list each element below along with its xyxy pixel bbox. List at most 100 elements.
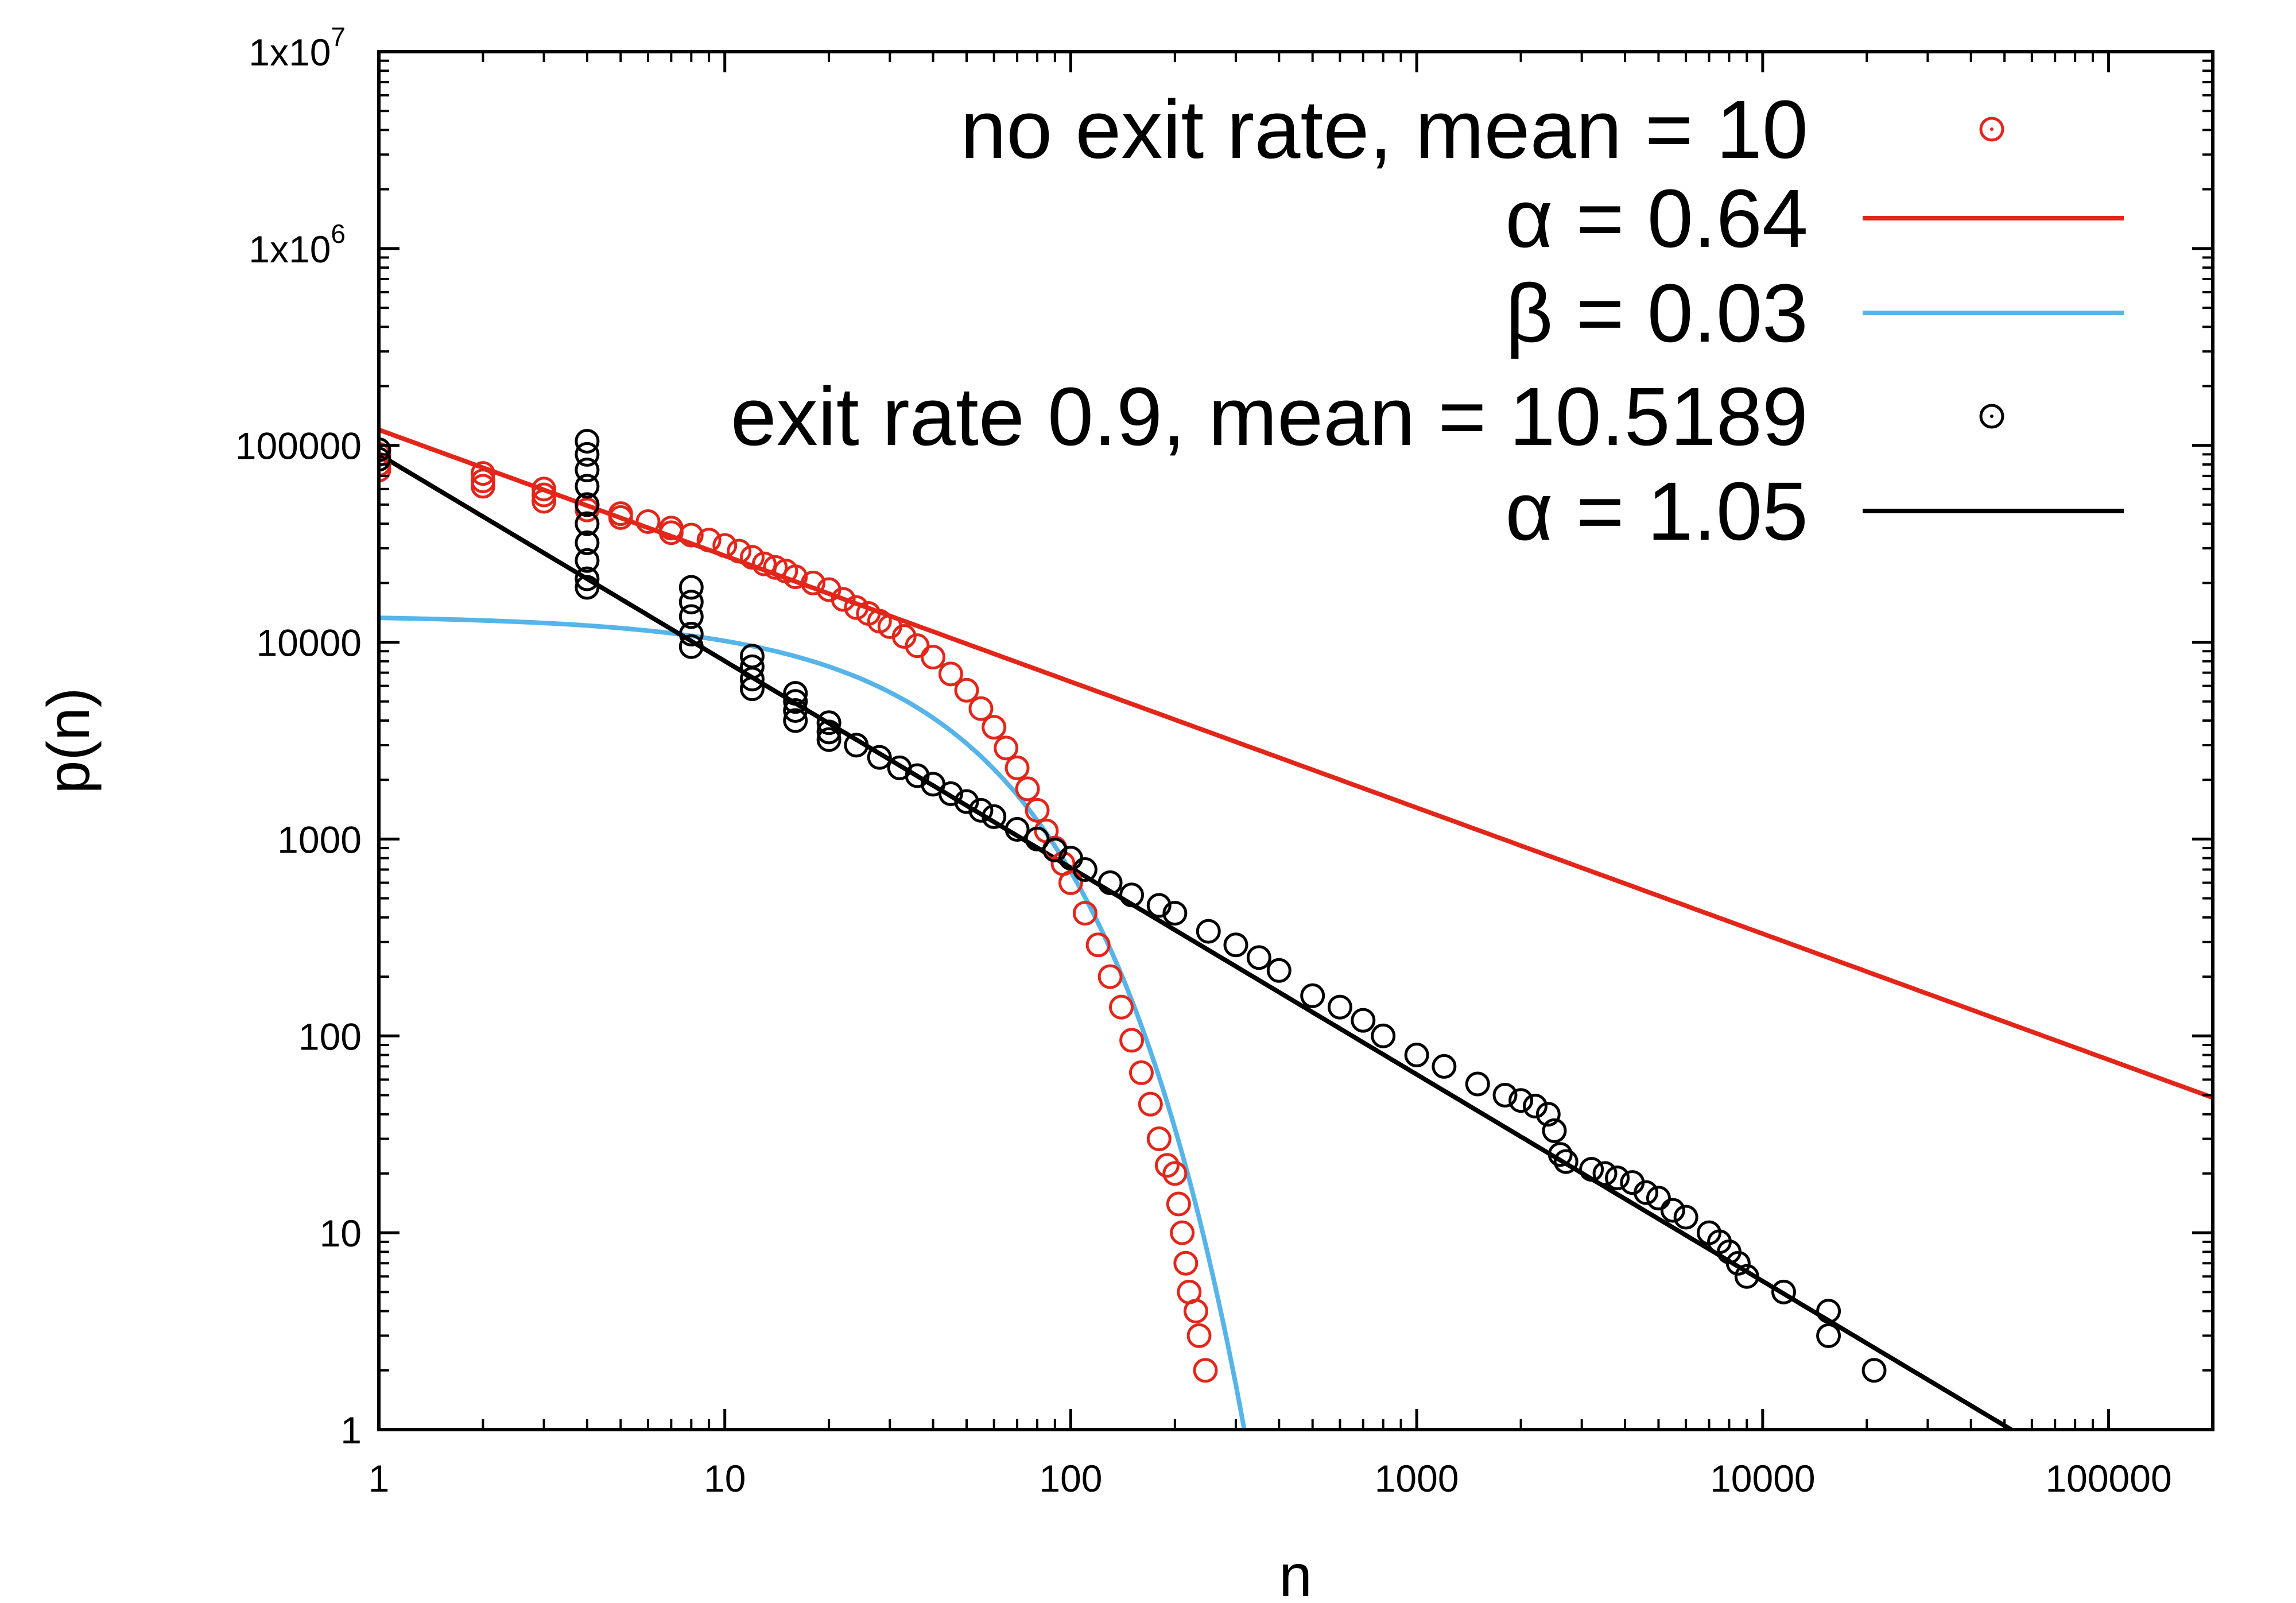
data-point [1146, 893, 1172, 918]
data-point [379, 447, 391, 472]
data-point [1183, 1299, 1208, 1324]
data-point [678, 590, 704, 615]
y-tick-label: 1x107 [249, 22, 346, 73]
data-point [1119, 882, 1145, 908]
data-point [532, 477, 557, 502]
data-point [994, 735, 1019, 761]
data-point [1634, 1180, 1659, 1205]
data-point [739, 545, 765, 570]
data-point [1072, 901, 1097, 926]
data-point [905, 633, 930, 659]
data-point [783, 564, 808, 590]
data-point [379, 458, 391, 483]
y-tick-label: 100000 [235, 425, 362, 467]
data-point [938, 781, 963, 806]
data-point [1465, 1071, 1490, 1097]
data-point [968, 797, 994, 823]
data-point [575, 458, 600, 483]
data-point [1432, 1054, 1457, 1079]
data-point [1004, 817, 1030, 842]
legend-label: α = 0.64 [1505, 172, 1808, 265]
data-point [1015, 776, 1040, 802]
y-tick-label-exponent: 7 [331, 22, 346, 52]
data-point [658, 520, 684, 545]
data-point [532, 482, 557, 508]
legend-marker [1979, 117, 2004, 142]
legend-marker [1979, 404, 2004, 429]
y-tick-label-base: 1x10 [249, 228, 331, 270]
x-tick-label: 10 [704, 1457, 746, 1500]
series-1-05-line [379, 452, 2016, 1430]
data-point [678, 575, 704, 600]
data-point [1058, 870, 1083, 895]
legend-label: β = 0.03 [1506, 267, 1808, 359]
data-point [1108, 994, 1134, 1020]
data-point [1492, 1082, 1518, 1108]
data-point [1861, 1358, 1887, 1383]
data-point [1097, 964, 1123, 989]
data-point [608, 505, 633, 530]
data-point [982, 715, 1007, 740]
series-0-64-line [379, 427, 2213, 1100]
data-point [678, 621, 704, 646]
data-point [816, 710, 841, 735]
y-tick-label: 1000 [277, 818, 362, 861]
data-point [1025, 826, 1050, 851]
data-point [801, 570, 826, 595]
data-point [575, 511, 600, 536]
plot-area [379, 427, 2213, 1430]
data-point [678, 634, 704, 659]
data-point [575, 492, 600, 517]
y-tick-label-exponent: 6 [331, 219, 346, 249]
data-point [1170, 1220, 1195, 1245]
data-point [1097, 870, 1123, 895]
data-point [1673, 1205, 1698, 1230]
data-point [1771, 1279, 1796, 1304]
data-point [1816, 1323, 1841, 1348]
data-point [1508, 1088, 1534, 1113]
data-point [1646, 1186, 1671, 1211]
data-point [575, 428, 600, 454]
data-point [575, 442, 600, 467]
series-0-03-line [379, 615, 1247, 1430]
data-point [783, 681, 808, 706]
data-point [831, 587, 856, 612]
data-point [1542, 1118, 1567, 1143]
data-point [678, 522, 704, 548]
data-point [1193, 1358, 1218, 1383]
data-point [816, 719, 841, 745]
data-point [1734, 1264, 1759, 1289]
x-tick-label: 100 [1039, 1457, 1102, 1500]
legend: no exit rate, mean = 10α = 0.64β = 0.03 e… [731, 83, 2124, 557]
data-point [379, 437, 391, 462]
data-point [1128, 1060, 1154, 1085]
data-point [783, 708, 808, 733]
data-point [1535, 1102, 1561, 1127]
data-point [1085, 932, 1111, 958]
data-point [1166, 1191, 1191, 1217]
data-point [575, 548, 600, 573]
data-point [1173, 1250, 1199, 1276]
y-tick-label-base: 1x10 [249, 31, 331, 73]
x-tick-label: 1000 [1375, 1457, 1459, 1500]
data-point [1162, 901, 1188, 926]
legend-label: no exit rate, mean = 10 [960, 83, 1808, 176]
data-point [1119, 1028, 1145, 1053]
data-point [921, 645, 946, 670]
y-tick-label: 10 [320, 1212, 362, 1254]
data-point [968, 696, 994, 721]
data-point [954, 677, 979, 703]
data-point [575, 474, 600, 499]
data-point [470, 461, 495, 486]
y-tick-label: 100 [298, 1015, 362, 1058]
data-point [816, 727, 841, 752]
data-point [1579, 1157, 1604, 1182]
data-point [751, 551, 777, 576]
data-point [1300, 983, 1325, 1008]
y-tick-label: 1 [340, 1409, 362, 1451]
data-point [1025, 797, 1050, 823]
data-point [982, 804, 1007, 829]
data-point [1404, 1043, 1429, 1068]
legend-marker-dot [1990, 127, 1994, 131]
data-point [1138, 1091, 1163, 1117]
